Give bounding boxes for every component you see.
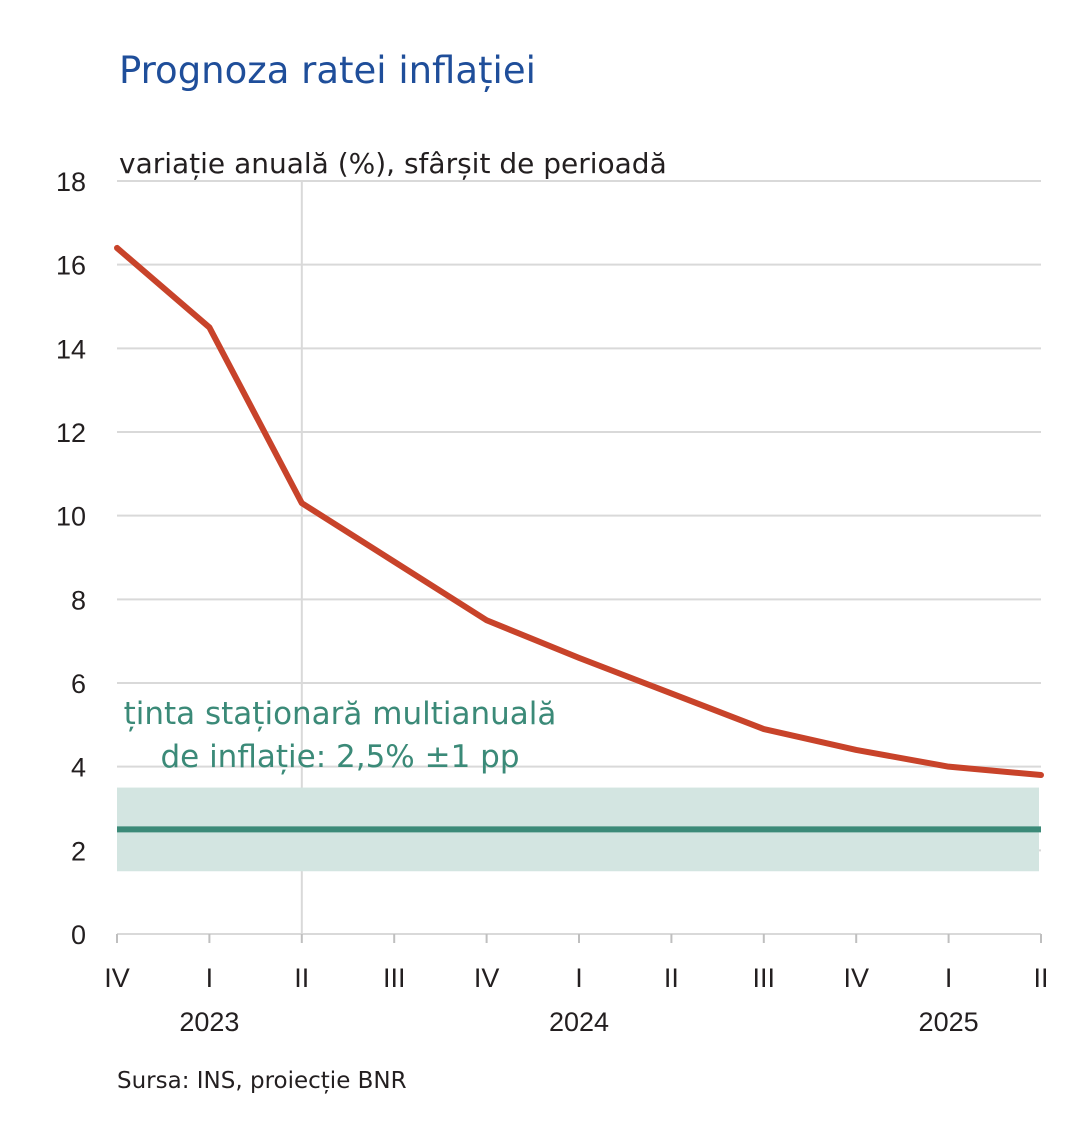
target-band-layer (117, 787, 1041, 872)
y-tick-label: 18 (56, 167, 86, 197)
x-tick-label: III (753, 963, 776, 993)
y-tick-label: 0 (71, 920, 86, 950)
chart-title: Prognoza ratei inflației (119, 49, 536, 92)
target-label-line1: ținta staționară multianuală (124, 696, 557, 732)
x-tick-label: II (1033, 963, 1048, 993)
y-tick-label: 16 (56, 251, 86, 281)
y-tick-label: 14 (56, 334, 86, 364)
source-note: Sursa: INS, proiecție BNR (117, 1068, 407, 1094)
year-label: 2025 (919, 1007, 979, 1037)
year-label: 2023 (179, 1007, 239, 1037)
target-label-line2: de inflație: 2,5% ±1 pp (160, 739, 519, 775)
x-tick-label: I (945, 963, 953, 993)
y-tick-label: 6 (71, 669, 86, 699)
x-tick-label: II (664, 963, 679, 993)
y-tick-label: 4 (71, 753, 86, 783)
x-tick-label: III (383, 963, 406, 993)
x-tick-label: IV (843, 963, 869, 993)
x-tick-label: IV (104, 963, 130, 993)
x-tick-label: I (206, 963, 214, 993)
y-tick-label: 10 (56, 502, 86, 532)
axes (116, 933, 1042, 943)
year-label: 2024 (549, 1007, 609, 1037)
series-layer (114, 244, 1044, 779)
chart-subtitle: variație anuală (%), sfârșit de perioadă (119, 147, 667, 180)
y-tick-label: 12 (56, 418, 86, 448)
y-tick-label: 8 (71, 585, 86, 615)
x-tick-label: IV (474, 963, 500, 993)
x-tick-label: I (575, 963, 583, 993)
inflation-forecast-line (114, 244, 1044, 779)
y-tick-labels: 0 2 4 6 8 10 12 14 16 18 (56, 167, 86, 950)
x-tick-label: II (294, 963, 309, 993)
y-tick-label: 2 (71, 836, 86, 866)
